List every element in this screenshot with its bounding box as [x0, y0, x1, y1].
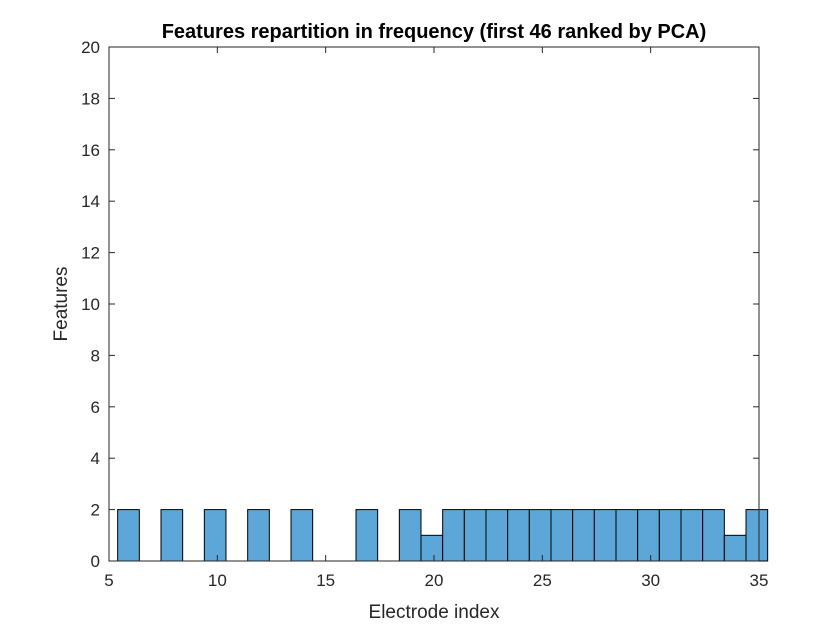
histogram-bar: [420, 534, 444, 562]
y-tick-label: 0: [91, 552, 100, 571]
y-tick-label: 10: [81, 295, 100, 314]
y-tick-label: 20: [81, 38, 100, 57]
histogram-bar: [702, 509, 725, 562]
histogram-bar: [117, 509, 140, 562]
histogram-bar: [290, 509, 314, 562]
histogram-bar: [593, 509, 617, 562]
histogram-bar: [745, 509, 769, 562]
histogram-bar: [485, 509, 509, 562]
y-tick-label: 12: [81, 244, 100, 263]
histogram-bar: [572, 509, 595, 562]
axes-group: 5 10 15 20 25 30 35 0 2 4 6 8 10 12 14 16 18 20: [81, 38, 768, 590]
y-tick-label: 14: [81, 192, 100, 211]
y-tick-label: 4: [91, 449, 100, 468]
histogram-bar: [528, 509, 552, 562]
x-tick-label: 25: [533, 571, 552, 590]
histogram-bar: [355, 509, 379, 562]
x-tick-label: 35: [750, 571, 769, 590]
bars-group: [117, 509, 769, 562]
y-tick-label: 8: [91, 346, 100, 365]
histogram-bar: [398, 509, 422, 562]
histogram-bar: [680, 509, 704, 562]
histogram-bar: [247, 509, 270, 562]
histogram-bar: [507, 509, 530, 562]
histogram-bar: [658, 509, 682, 562]
histogram-bar: [463, 509, 487, 562]
x-tick-label: 15: [316, 571, 335, 590]
histogram-bar: [160, 509, 184, 562]
histogram-bar: [723, 534, 747, 562]
histogram-bar: [615, 509, 639, 562]
x-tick-label: 10: [208, 571, 227, 590]
histogram-bar: [637, 509, 660, 562]
histogram-bar: [442, 509, 465, 562]
x-tick-label: 30: [641, 571, 660, 590]
plot-box: [108, 46, 760, 562]
histogram-bar: [550, 509, 574, 562]
x-tick-label: 20: [425, 571, 444, 590]
x-axis-label: Electrode index: [369, 602, 500, 623]
y-axis-label: Features: [51, 267, 72, 342]
y-tick-label: 6: [91, 398, 100, 417]
histogram-bar: [203, 509, 227, 562]
chart-title: Features repartition in frequency (first…: [162, 21, 707, 43]
x-tick-label: 5: [104, 571, 113, 590]
y-tick-label: 2: [91, 501, 100, 520]
y-tick-label: 18: [81, 89, 100, 108]
y-tick-label: 16: [81, 141, 100, 160]
